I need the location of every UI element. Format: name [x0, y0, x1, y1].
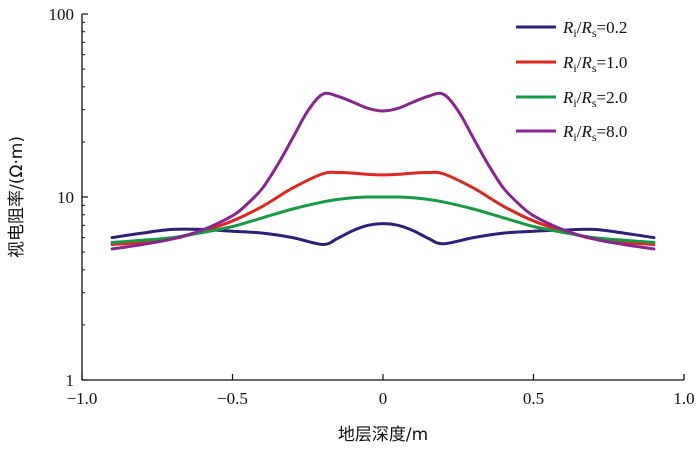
y-tick-label: 1: [66, 371, 75, 390]
x-tick-label: 1.0: [673, 389, 694, 408]
y-axis-label: 视电阻率/(Ω·m): [7, 136, 27, 258]
legend-item-2: Ri/Rs=1.0: [516, 53, 627, 75]
tick-labels: −1.0 −0.5 0 0.5 1.0 1 10 100: [49, 5, 695, 408]
x-tick-label: 0: [379, 389, 388, 408]
legend-label: Ri/Rs=2.0: [562, 88, 627, 110]
legend-item-1: Ri/Rs=0.2: [516, 18, 627, 40]
legend-item-3: Ri/Rs=2.0: [516, 88, 627, 110]
series-line-3: [110, 195, 656, 244]
plot-area: [110, 91, 656, 251]
legend: Ri/Rs=0.2 Ri/Rs=1.0 Ri/Rs=2.0 Ri/Rs=8.0: [516, 18, 627, 144]
legend-label: Ri/Rs=1.0: [562, 53, 627, 75]
x-tick-label: −0.5: [217, 389, 248, 408]
series-line-1: [110, 222, 656, 247]
x-tick-label: −1.0: [67, 389, 98, 408]
legend-label: Ri/Rs=0.2: [562, 18, 627, 40]
legend-item-4: Ri/Rs=8.0: [516, 122, 627, 144]
y-tick-label: 10: [57, 188, 74, 207]
x-tick-label: 0.5: [523, 389, 544, 408]
series-line-4: [110, 91, 656, 251]
series-line-2: [110, 170, 656, 247]
legend-label: Ri/Rs=8.0: [562, 122, 627, 144]
axes: [81, 13, 685, 381]
y-tick-label: 100: [49, 5, 75, 24]
x-axis-label: 地层深度/m: [338, 425, 428, 445]
